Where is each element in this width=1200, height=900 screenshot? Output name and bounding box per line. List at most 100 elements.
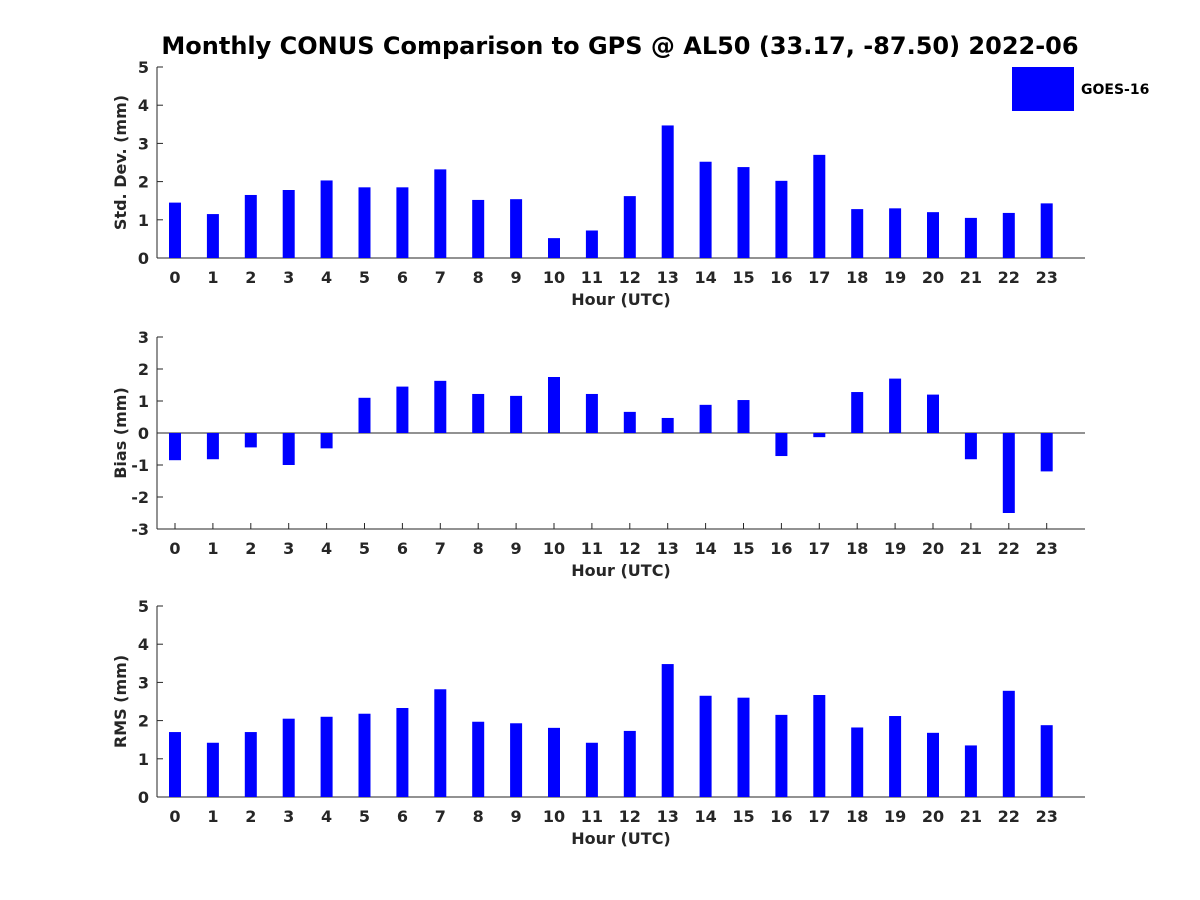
x-tick-label: 5 bbox=[359, 807, 370, 826]
bias-bar bbox=[244, 433, 257, 448]
std-dev-bar bbox=[510, 199, 523, 258]
x-tick-label: 0 bbox=[169, 268, 180, 287]
x-tick-label: 17 bbox=[808, 539, 830, 558]
bias-bar bbox=[282, 433, 295, 465]
x-tick-label: 4 bbox=[321, 268, 332, 287]
rms-bar bbox=[851, 727, 864, 797]
x-tick-label: 1 bbox=[207, 268, 218, 287]
y-tick-label: 4 bbox=[138, 635, 149, 654]
std-dev-bar bbox=[737, 167, 750, 258]
x-tick-label: 2 bbox=[245, 268, 256, 287]
x-tick-label: 16 bbox=[770, 268, 792, 287]
x-tick-label: 20 bbox=[922, 539, 944, 558]
std-dev-bar bbox=[927, 212, 939, 258]
std-dev-bar bbox=[699, 161, 712, 258]
y-axis-label: Bias (mm) bbox=[111, 387, 130, 479]
x-tick-label: 12 bbox=[619, 807, 641, 826]
std-dev-bar bbox=[661, 125, 674, 258]
std-dev-bar bbox=[1040, 203, 1053, 258]
y-tick-label: -1 bbox=[131, 456, 149, 475]
rms-bar bbox=[585, 742, 598, 797]
y-tick-label: 3 bbox=[138, 134, 149, 153]
y-tick-label: 4 bbox=[138, 96, 149, 115]
y-tick-label: 0 bbox=[138, 249, 149, 268]
y-tick-label: 2 bbox=[138, 173, 149, 192]
x-tick-label: 1 bbox=[207, 807, 218, 826]
x-tick-label: 10 bbox=[543, 539, 565, 558]
x-tick-label: 22 bbox=[998, 539, 1020, 558]
rms-bar bbox=[472, 721, 485, 797]
x-tick-label: 13 bbox=[657, 268, 679, 287]
y-tick-label: 1 bbox=[138, 211, 149, 230]
x-tick-label: 7 bbox=[435, 539, 446, 558]
rms-bar bbox=[206, 742, 219, 797]
x-tick-label: 14 bbox=[694, 268, 716, 287]
rms-bar bbox=[699, 695, 712, 797]
x-tick-label: 4 bbox=[321, 539, 332, 558]
bias-bar bbox=[813, 433, 826, 438]
y-tick-label: 2 bbox=[138, 360, 149, 379]
y-tick-label: 2 bbox=[138, 712, 149, 731]
x-tick-label: 23 bbox=[1036, 807, 1058, 826]
x-tick-label: 19 bbox=[884, 807, 906, 826]
rms-bar bbox=[737, 697, 750, 797]
x-tick-label: 13 bbox=[657, 807, 679, 826]
x-tick-label: 6 bbox=[397, 807, 408, 826]
bias-bar bbox=[889, 378, 902, 433]
rms-bar bbox=[548, 727, 560, 797]
rms-bar bbox=[320, 716, 333, 797]
bias-bar bbox=[661, 417, 674, 433]
y-tick-label: 0 bbox=[138, 424, 149, 443]
rms-bar bbox=[434, 689, 447, 797]
x-tick-label: 20 bbox=[922, 268, 944, 287]
x-tick-label: 9 bbox=[511, 807, 522, 826]
rms-bar bbox=[1002, 690, 1015, 797]
x-tick-label: 11 bbox=[581, 807, 603, 826]
x-tick-label: 14 bbox=[694, 807, 716, 826]
rms-bar bbox=[358, 713, 371, 797]
x-tick-label: 23 bbox=[1036, 539, 1058, 558]
x-tick-label: 21 bbox=[960, 268, 982, 287]
x-tick-label: 15 bbox=[732, 807, 754, 826]
x-tick-label: 2 bbox=[245, 539, 256, 558]
x-axis-label: Hour (UTC) bbox=[571, 290, 671, 309]
x-tick-label: 0 bbox=[169, 807, 180, 826]
x-tick-label: 15 bbox=[732, 268, 754, 287]
x-tick-label: 7 bbox=[435, 807, 446, 826]
std-dev-bar bbox=[851, 209, 864, 258]
bias-bar bbox=[585, 393, 598, 433]
x-tick-label: 14 bbox=[694, 539, 716, 558]
x-tick-label: 11 bbox=[581, 268, 603, 287]
x-tick-label: 8 bbox=[473, 807, 484, 826]
x-tick-label: 2 bbox=[245, 807, 256, 826]
rms-bar bbox=[282, 718, 295, 797]
y-tick-label: 5 bbox=[138, 58, 149, 77]
std-dev-bar bbox=[775, 180, 788, 258]
y-tick-label: -3 bbox=[131, 520, 149, 539]
x-tick-label: 8 bbox=[473, 268, 484, 287]
bias-bar bbox=[510, 395, 523, 433]
std-dev-bar bbox=[964, 217, 977, 258]
std-dev-bar bbox=[434, 169, 447, 258]
rms-bar bbox=[927, 732, 939, 797]
x-tick-label: 17 bbox=[808, 807, 830, 826]
x-tick-label: 19 bbox=[884, 268, 906, 287]
x-tick-label: 12 bbox=[619, 539, 641, 558]
x-tick-label: 5 bbox=[359, 539, 370, 558]
std-dev-bar bbox=[548, 238, 560, 258]
std-dev-bar bbox=[244, 194, 257, 258]
bias-bar bbox=[396, 386, 409, 433]
y-tick-label: 0 bbox=[138, 788, 149, 807]
bias-bar bbox=[964, 433, 977, 460]
rms-bar bbox=[623, 730, 636, 797]
x-tick-label: 22 bbox=[998, 268, 1020, 287]
y-tick-label: -2 bbox=[131, 488, 149, 507]
x-tick-label: 15 bbox=[732, 539, 754, 558]
y-tick-label: 3 bbox=[138, 328, 149, 347]
std-dev-bar bbox=[396, 187, 409, 258]
bias-bar bbox=[358, 397, 371, 433]
bias-bar bbox=[699, 404, 712, 433]
